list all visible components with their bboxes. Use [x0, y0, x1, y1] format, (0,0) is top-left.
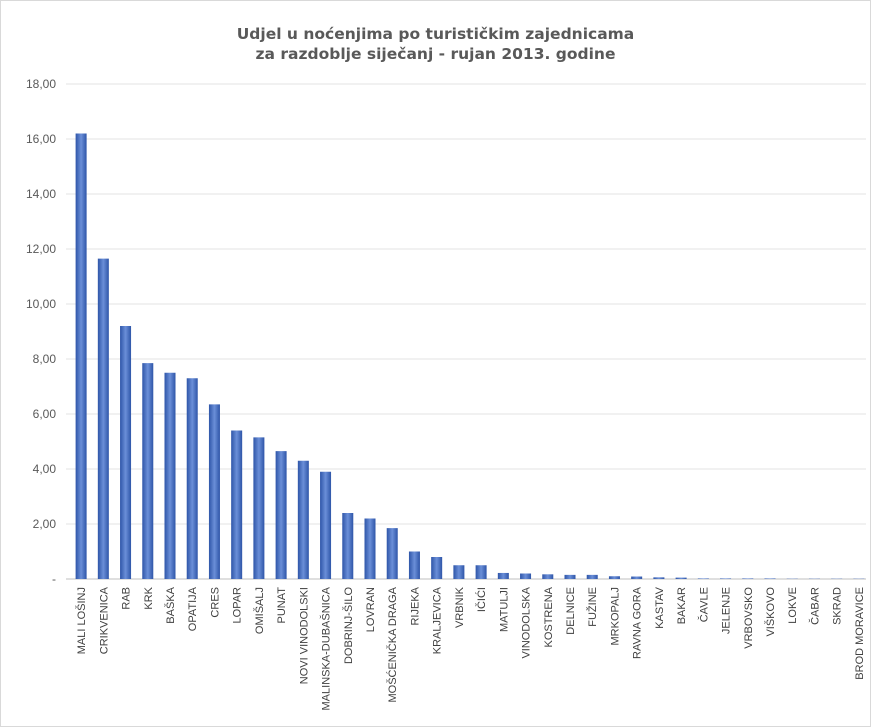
y-tick-label: 10,00: [26, 297, 56, 311]
bar: [742, 578, 754, 579]
x-tick-label: VINODOLSKA: [521, 586, 533, 658]
y-tick-label: 6,00: [33, 407, 57, 421]
bar: [564, 574, 576, 579]
bar: [542, 574, 554, 579]
x-tick-label: CRES: [209, 587, 221, 618]
x-tick-label: VIŠKOVO: [764, 587, 777, 637]
bar: [297, 460, 309, 579]
y-tick-label: -: [52, 572, 56, 586]
x-tick-label: MOŠĆENIČKA DRAGA: [386, 586, 399, 702]
bar: [364, 518, 376, 579]
chart-title: Udjel u noćenjima po turističkim zajedni…: [0, 24, 871, 64]
x-tick-label: OMIŠALJ: [253, 587, 266, 634]
x-tick-label: LOVRAN: [365, 587, 377, 632]
bars: [75, 133, 865, 579]
x-tick-label: KRALJEVICA: [432, 586, 444, 654]
y-tick-label: 2,00: [33, 517, 57, 531]
y-tick-label: 8,00: [33, 352, 57, 366]
bar: [408, 551, 420, 579]
x-tick-label: BAŠKA: [164, 586, 177, 623]
x-tick-label: KOSTRENA: [543, 586, 555, 647]
x-tick-label: MALINSKA-DUBAŠNICA: [320, 586, 333, 710]
y-axis: - 2,00 4,00 6,00 8,00 10,00 12,00 14,00 16,00 18,…: [26, 77, 56, 586]
x-tick-label: JELENJE: [721, 587, 733, 634]
x-tick-label: BROD MORAVICE: [854, 587, 866, 680]
bar: [386, 528, 398, 579]
x-tick-label: RAVNA GORA: [632, 586, 644, 659]
x-tick-label: LOPAR: [232, 587, 244, 624]
x-tick-label: IČIĆI: [475, 587, 488, 612]
bar: [586, 574, 598, 579]
bar: [120, 326, 132, 579]
bar: [631, 576, 643, 579]
y-tick-label: 14,00: [26, 187, 56, 201]
x-tick-label: RIJEKA: [409, 586, 421, 625]
bar: [764, 578, 776, 579]
x-axis: MALI LOŠINJ CRIKVENICA RAB KRK BAŠKA OPATIJA C…: [75, 586, 866, 710]
bar: [697, 578, 709, 579]
x-tick-label: VRBNIK: [454, 586, 466, 628]
bar: [431, 557, 443, 579]
x-tick-label: MRKOPALJ: [609, 587, 621, 645]
x-tick-label: FUŽINE: [586, 587, 599, 627]
y-tick-label: 12,00: [26, 242, 56, 256]
x-tick-label: SKRAD: [832, 587, 844, 625]
x-tick-label: OPATIJA: [187, 586, 199, 631]
bar: [75, 133, 87, 579]
bar: [320, 471, 332, 579]
y-tick-label: 16,00: [26, 132, 56, 146]
x-tick-label: DELNICE: [565, 587, 577, 635]
x-tick-label: RAB: [121, 587, 133, 610]
y-tick-label: 18,00: [26, 77, 56, 91]
x-tick-label: PUNAT: [276, 587, 288, 624]
x-tick-label: KASTAV: [654, 586, 666, 628]
x-tick-label: ČAVLE: [697, 587, 710, 622]
bar: [453, 565, 465, 579]
chart-title-line-2: za razdoblje siječanj - rujan 2013. godi…: [255, 45, 616, 63]
x-tick-label: MATULJI: [498, 587, 510, 632]
x-tick-label: VRBOVSKO: [743, 587, 755, 649]
x-tick-label: ČABAR: [808, 587, 821, 625]
x-tick-label: CRIKVENICA: [98, 586, 110, 654]
y-tick-label: 4,00: [33, 462, 57, 476]
gridlines: [66, 83, 866, 580]
bar: [275, 451, 287, 579]
x-tick-label: KRK: [143, 586, 155, 609]
bar: [653, 577, 665, 579]
bar: [142, 363, 154, 579]
bar: [520, 573, 532, 579]
bar: [97, 258, 109, 579]
x-tick-label: MALI LOŠINJ: [75, 587, 88, 654]
bar: [720, 578, 732, 579]
bar: [608, 576, 620, 579]
bar: [186, 378, 198, 579]
x-tick-label: BAKAR: [676, 587, 688, 624]
x-tick-label: DOBRINJ-ŠILO: [342, 587, 355, 664]
bar: [231, 430, 243, 579]
chart-title-line-1: Udjel u noćenjima po turističkim zajedni…: [236, 25, 635, 43]
bar: [164, 372, 176, 579]
bar: [675, 577, 687, 579]
bar: [497, 572, 509, 579]
x-tick-label: LOKVE: [787, 587, 799, 624]
bar: [253, 437, 265, 579]
bar: [475, 565, 487, 579]
bar: [208, 404, 220, 579]
bar: [342, 513, 354, 579]
x-tick-label: NOVI VINODOLSKI: [298, 587, 310, 684]
